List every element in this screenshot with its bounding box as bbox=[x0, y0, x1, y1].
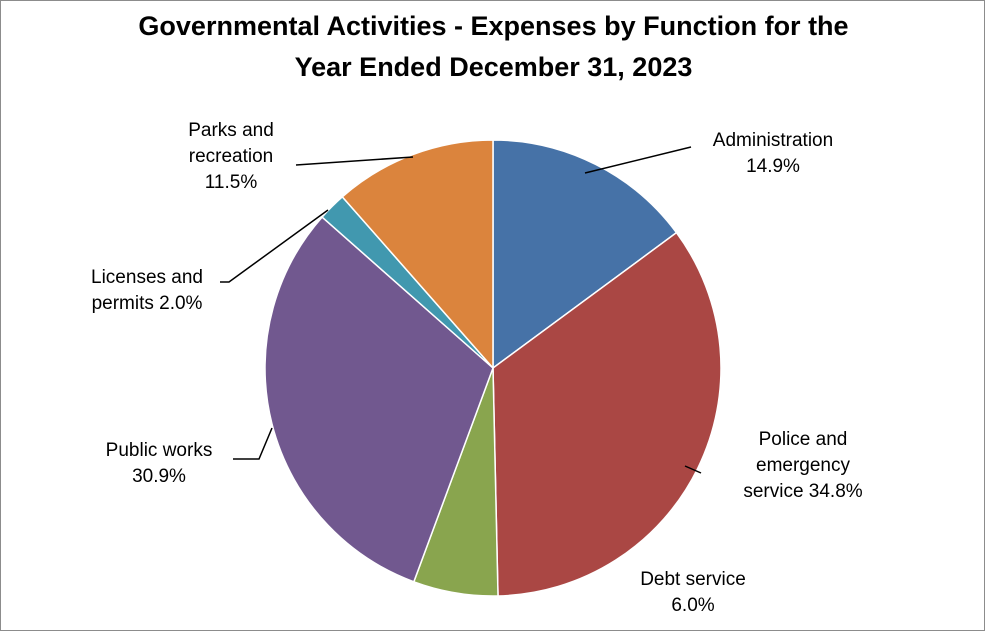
slice-label-line: Police and bbox=[759, 429, 848, 450]
pie-slice-administration bbox=[492, 139, 678, 369]
slice-label-licenses-and: Licenses and permits 2.0% bbox=[91, 267, 203, 314]
slice-label-line: 14.9% bbox=[746, 156, 800, 177]
slice-label-parks-and: Parks and recreation 11.5% bbox=[188, 120, 274, 193]
slice-label-debt-service: Debt service 6.0% bbox=[640, 569, 746, 616]
slice-label-line: emergency bbox=[756, 455, 850, 476]
leader-line-police-and bbox=[684, 465, 702, 474]
chart-title-line-2: Year Ended December 31, 2023 bbox=[294, 52, 693, 82]
slice-labels: Administration 14.9% Police and emergency se… bbox=[91, 120, 863, 616]
slice-label-line: Administration bbox=[713, 130, 833, 151]
slice-label-line: 11.5% bbox=[205, 172, 258, 193]
slice-label-public-works: Public works 30.9% bbox=[106, 440, 213, 487]
slice-label-line: Public works bbox=[106, 440, 213, 461]
leader-line-licenses-and bbox=[220, 209, 329, 283]
slice-label-line: 30.9% bbox=[132, 466, 186, 487]
slice-label-line: 6.0% bbox=[671, 595, 714, 616]
slice-label-police-and: Police and emergency service 34.8% bbox=[743, 429, 862, 502]
pie-slice-police-and bbox=[492, 231, 722, 597]
chart-title-line-1: Governmental Activities - Expenses by Fu… bbox=[138, 11, 849, 41]
pie-slice-parks-and bbox=[341, 139, 494, 369]
pie-slice-public-works bbox=[264, 216, 494, 583]
slice-label-line: Parks and bbox=[188, 120, 274, 141]
slice-label-line: recreation bbox=[189, 146, 274, 167]
slice-label-line: Licenses and bbox=[91, 267, 203, 288]
slice-label-administration: Administration 14.9% bbox=[713, 130, 833, 177]
leader-line-parks-and bbox=[295, 156, 414, 166]
leader-line-administration bbox=[584, 146, 692, 174]
leader-lines bbox=[220, 146, 702, 474]
slice-label-line: Debt service bbox=[640, 569, 746, 590]
slice-label-line: permits 2.0% bbox=[92, 293, 203, 314]
slice-label-line: service 34.8% bbox=[743, 481, 862, 502]
leader-line-public-works bbox=[233, 427, 273, 460]
pie-slices bbox=[264, 139, 722, 597]
